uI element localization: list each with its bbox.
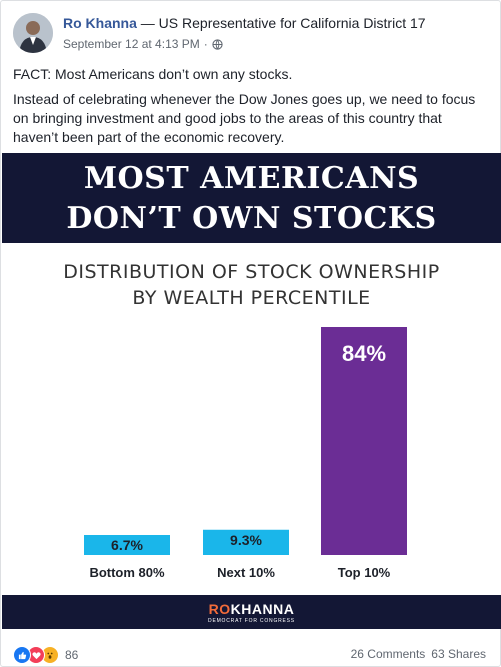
logo-khanna: KHANNA [230, 601, 295, 617]
bar-value-label: 6.7% [111, 537, 143, 553]
chart-title-line2: BY WEALTH PERCENTILE [132, 287, 371, 309]
bar-top-10 [321, 327, 407, 555]
post-text-line2: Instead of celebrating whenever the Dow … [13, 91, 476, 145]
reaction-count: 86 [65, 648, 79, 662]
meta-separator: · [203, 37, 208, 51]
bar-value-label: 84% [342, 341, 386, 366]
author-title: — US Representative for California Distr… [136, 15, 426, 31]
logo-subtitle: DEMOCRAT FOR CONGRESS [208, 618, 295, 624]
post-timestamp[interactable]: September 12 at 4:13 PM [63, 37, 200, 51]
comments-count-link[interactable]: 26 Comments [350, 647, 426, 661]
campaign-logo: ROKHANNA DEMOCRAT FOR CONGRESS [2, 601, 501, 624]
post-image[interactable]: MOST AMERICANS DON’T OWN STOCKS DISTRIBU… [2, 153, 501, 629]
shares-count-link[interactable]: 63 Shares [431, 647, 486, 661]
bar-bottom-80 [84, 535, 170, 555]
banner-headline-line1: MOST AMERICANS [83, 161, 420, 196]
post-meta: September 12 at 4:13 PM · [63, 37, 223, 51]
bar-value-label: 9.3% [230, 532, 262, 548]
image-banner: MOST AMERICANS DON’T OWN STOCKS [2, 153, 501, 243]
post-text-line1: FACT: Most Americans don’t own any stock… [13, 66, 293, 82]
chart-title-line1: DISTRIBUTION OF STOCK OWNERSHIP [63, 261, 440, 283]
banner-headline-line2: DON’T OWN STOCKS [66, 201, 437, 236]
bar-next-10 [203, 529, 289, 555]
post-text: FACT: Most Americans don’t own any stock… [13, 65, 489, 153]
category-label: Next 10% [217, 565, 275, 580]
reactions-summary[interactable]: 86 [13, 646, 78, 664]
stock-ownership-chart: 6.7% Bottom 80% 9.3% Next 10% 84% Top 10% [84, 327, 407, 580]
category-label: Top 10% [338, 565, 391, 580]
globe-icon [212, 38, 223, 50]
post-stats: 26 Comments 63 Shares [351, 647, 486, 661]
like-reaction-icon [13, 646, 31, 664]
avatar[interactable] [13, 13, 53, 53]
author-line: Ro Khanna — US Representative for Califo… [63, 15, 426, 31]
category-label: Bottom 80% [89, 565, 165, 580]
author-name-link[interactable]: Ro Khanna [63, 15, 137, 31]
logo-ro: RO [208, 601, 231, 617]
image-footer-band: ROKHANNA DEMOCRAT FOR CONGRESS [2, 595, 501, 629]
